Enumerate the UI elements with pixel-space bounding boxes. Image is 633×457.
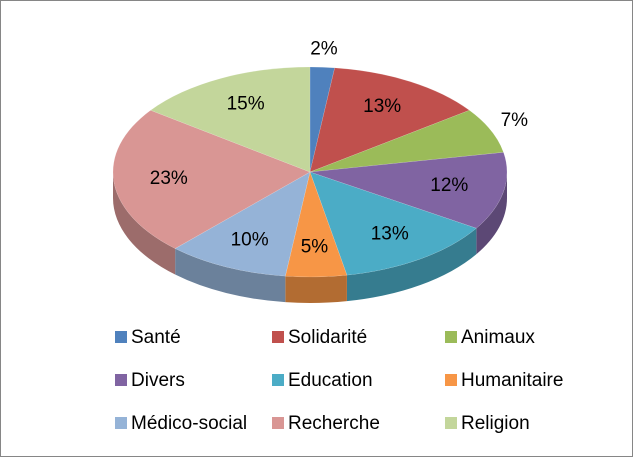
slice-side: [476, 172, 507, 255]
data-label: 5%: [301, 237, 329, 258]
slice: [150, 66, 311, 173]
legend-label: Recherche: [288, 413, 380, 434]
legend-label: Solidarité: [288, 327, 367, 348]
slice: [309, 110, 504, 173]
data-label: 7%: [501, 110, 529, 131]
data-label: 10%: [231, 229, 269, 250]
legend-label: Education: [288, 370, 373, 391]
legend-label: Animaux: [461, 327, 535, 348]
legend-swatch: [445, 417, 457, 429]
legend-label: Divers: [131, 370, 185, 391]
legend-label: Médico-social: [131, 413, 247, 434]
slice: [309, 66, 336, 173]
legend-swatch: [115, 417, 127, 429]
slice-side: [113, 172, 176, 275]
data-label: 13%: [371, 224, 409, 245]
slice: [309, 67, 470, 173]
legend-swatch: [272, 331, 284, 343]
legend-swatch: [445, 374, 457, 386]
slice-side: [285, 275, 347, 303]
legend-swatch: [272, 374, 284, 386]
slice: [309, 152, 508, 229]
legend-label: Religion: [461, 413, 530, 434]
legend-swatch: [115, 331, 127, 343]
slice: [284, 171, 348, 278]
legend-swatch: [272, 417, 284, 429]
data-label: 23%: [150, 168, 188, 189]
data-label: 13%: [363, 96, 401, 117]
slice: [112, 110, 311, 249]
data-label: 12%: [430, 175, 468, 196]
legend-label: Humanitaire: [461, 370, 563, 391]
data-label: 2%: [310, 39, 338, 60]
slice: [309, 171, 477, 276]
legend-swatch: [115, 374, 127, 386]
legend-label: Santé: [131, 327, 181, 348]
slice-side: [346, 228, 477, 302]
slice: [174, 171, 311, 277]
legend-swatch: [445, 331, 457, 343]
slice-side: [175, 248, 286, 303]
data-label: 15%: [227, 94, 265, 115]
